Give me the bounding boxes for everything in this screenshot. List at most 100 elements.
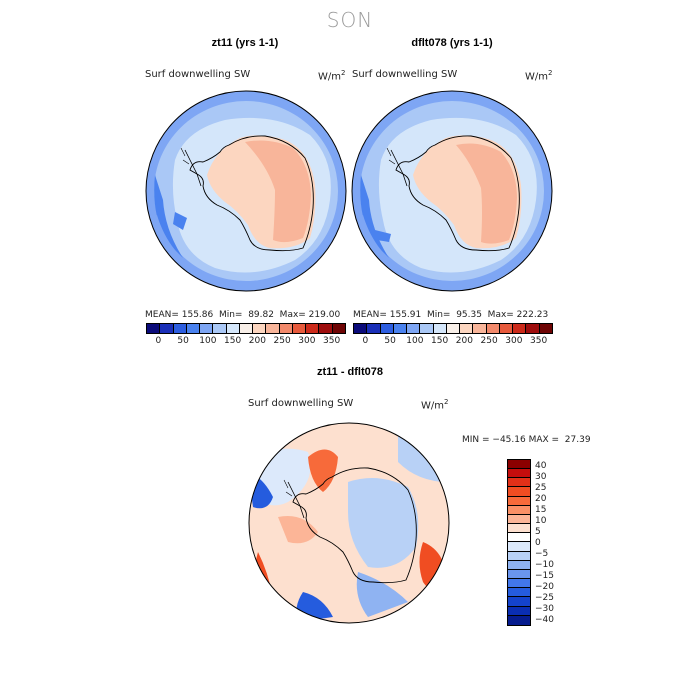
- colorbar-swatch-dflt078: [499, 324, 514, 333]
- diff-colorbar-tick-label: 0: [535, 538, 541, 548]
- units-label-dflt078: W/m2: [525, 69, 553, 83]
- colorbar-swatch-dflt078: [420, 324, 434, 333]
- colorbar-swatch-dflt078: [446, 324, 461, 333]
- colorbar-swatch-dflt078: [513, 324, 527, 333]
- colorbar-tick-label: 150: [224, 336, 242, 346]
- colorbar-tick-label: 250: [480, 336, 498, 346]
- panel-title-zt11: zt11 (yrs 1-1): [211, 37, 279, 49]
- panel-title-dflt078: dflt078 (yrs 1-1): [411, 37, 493, 49]
- colorbar-dflt078: [353, 323, 553, 334]
- colorbar-swatch-zt11: [279, 324, 293, 333]
- colorbar-swatch-zt11: [292, 324, 307, 333]
- diff-colorbar-ticks: 40 30 25 20 15 10 5 0 −5 −10 −15 −20 −25 −30 −40: [535, 459, 575, 634]
- diff-colorbar-swatch: [508, 487, 530, 497]
- colorbar-swatch-dflt078: [393, 324, 408, 333]
- colorbar-tick-label: 300: [298, 336, 316, 346]
- diff-colorbar-swatch: [508, 569, 530, 580]
- diff-colorbar-swatch: [508, 460, 530, 470]
- colorbar-swatch-dflt078: [473, 324, 487, 333]
- colorbar-tick-label: 50: [384, 336, 396, 346]
- colorbar-swatch-zt11: [173, 324, 187, 333]
- diff-colorbar-swatch: [508, 514, 530, 525]
- colorbar-swatch-zt11: [200, 324, 214, 333]
- diff-colorbar-tick-label: −25: [535, 593, 554, 603]
- colorbar-tick-label: 0: [362, 336, 369, 346]
- colorbar-swatch-dflt078: [354, 324, 368, 333]
- variable-label-zt11: Surf downwelling SW: [145, 69, 251, 80]
- diff-colorbar-tick-label: −15: [535, 571, 554, 581]
- diff-colorbar-swatch: [508, 606, 530, 616]
- colorbar-swatch-dflt078: [539, 324, 552, 333]
- diff-colorbar-tick-label: −30: [535, 604, 554, 614]
- colorbar-swatch-zt11: [160, 324, 174, 333]
- colorbar-tick-label: 350: [323, 336, 341, 346]
- diff-colorbar-tick-label: 20: [535, 494, 547, 504]
- colorbar-tick-label: 350: [530, 336, 548, 346]
- diff-colorbar-swatch: [508, 496, 530, 506]
- diff-colorbar-swatch: [508, 478, 530, 488]
- diff-colorbar: [507, 459, 531, 626]
- diff-colorbar-swatch: [508, 469, 530, 479]
- colorbar-ticks-dflt078: 0 50 100 150 200 250 300 350: [353, 336, 551, 346]
- diff-colorbar-tick-label: 15: [535, 505, 547, 515]
- diff-colorbar-swatch: [508, 560, 530, 570]
- colorbar-tick-label: 0: [155, 336, 162, 346]
- colorbar-swatch-zt11: [253, 324, 267, 333]
- colorbar-swatch-dflt078: [486, 324, 500, 333]
- colorbar-ticks-zt11: 0 50 100 150 200 250 300 350: [146, 336, 344, 346]
- colorbar-swatch-dflt078: [526, 324, 540, 333]
- colorbar-swatch-zt11: [332, 324, 345, 333]
- colorbar-tick-label: 150: [431, 336, 449, 346]
- colorbar-swatch-zt11: [319, 324, 333, 333]
- colorbar-tick-label: 200: [248, 336, 266, 346]
- diff-units-label: W/m2: [421, 398, 449, 412]
- diff-panel-title: zt11 - dflt078: [316, 366, 384, 378]
- colorbar-tick-label: 100: [199, 336, 217, 346]
- diff-variable-label: Surf downwelling SW: [248, 398, 354, 409]
- diff-colorbar-tick-label: −40: [535, 615, 554, 625]
- colorbar-swatch-dflt078: [407, 324, 421, 333]
- colorbar-swatch-zt11: [147, 324, 161, 333]
- diff-colorbar-swatch: [508, 505, 530, 515]
- diff-colorbar-tick-label: −20: [535, 582, 554, 592]
- colorbar-swatch-zt11: [186, 324, 201, 333]
- diff-colorbar-swatch: [508, 597, 530, 607]
- colorbar-swatch-zt11: [213, 324, 227, 333]
- variable-label-dflt078: Surf downwelling SW: [352, 69, 458, 80]
- colorbar-swatch-zt11: [239, 324, 254, 333]
- colorbar-swatch-dflt078: [433, 324, 447, 333]
- units-label-zt11: W/m2: [318, 69, 346, 83]
- colorbar-tick-label: 100: [406, 336, 424, 346]
- diff-colorbar-tick-label: 10: [535, 516, 547, 526]
- diff-colorbar-swatch: [508, 588, 530, 598]
- colorbar-tick-label: 200: [455, 336, 473, 346]
- colorbar-zt11: [146, 323, 346, 334]
- antarctic-map-zt11: [145, 90, 347, 292]
- stats-zt11: MEAN= 155.86 Min= 89.82 Max= 219.00: [145, 310, 341, 320]
- colorbar-swatch-dflt078: [367, 324, 381, 333]
- diff-colorbar-tick-label: −5: [535, 549, 549, 559]
- colorbar-tick-label: 300: [505, 336, 523, 346]
- season-title: SON: [326, 8, 374, 32]
- diff-colorbar-swatch: [508, 533, 530, 543]
- colorbar-tick-label: 50: [177, 336, 189, 346]
- antarctic-diff-map: [248, 422, 450, 624]
- diff-colorbar-tick-label: −10: [535, 560, 554, 570]
- diff-colorbar-tick-label: 5: [535, 527, 541, 537]
- antarctic-map-dflt078: [351, 90, 553, 292]
- colorbar-swatch-dflt078: [460, 324, 474, 333]
- diff-colorbar-swatch: [508, 524, 530, 534]
- colorbar-swatch-dflt078: [380, 324, 394, 333]
- colorbar-swatch-zt11: [306, 324, 320, 333]
- diff-colorbar-tick-label: 25: [535, 483, 547, 493]
- diff-colorbar-swatch: [508, 551, 530, 561]
- diff-colorbar-tick-label: 30: [535, 472, 547, 482]
- diff-colorbar-tick-label: 40: [535, 461, 547, 471]
- diff-colorbar-swatch: [508, 579, 530, 589]
- colorbar-tick-label: 250: [273, 336, 291, 346]
- diff-colorbar-swatch: [508, 615, 530, 625]
- diff-stats: MIN = −45.16 MAX = 27.39: [462, 435, 591, 445]
- stats-dflt078: MEAN= 155.91 Min= 95.35 Max= 222.23: [353, 310, 549, 320]
- colorbar-swatch-zt11: [226, 324, 240, 333]
- diff-colorbar-swatch: [508, 542, 530, 552]
